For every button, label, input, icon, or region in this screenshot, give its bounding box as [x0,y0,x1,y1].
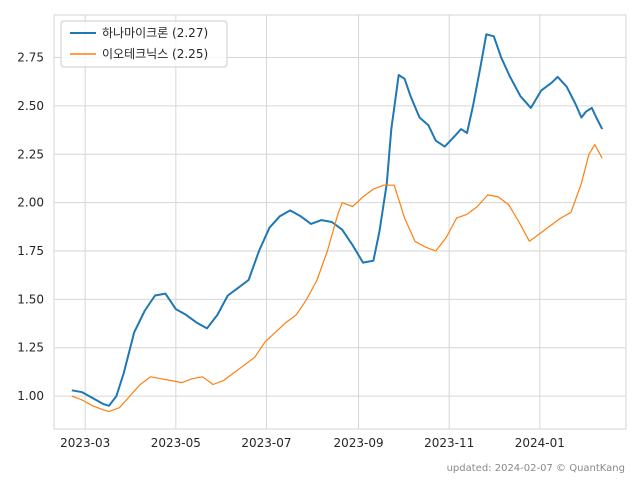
y-axis-ticks: 1.00 1.25 1.50 1.75 2.00 2.25 2.50 2.75 [17,51,44,404]
x-tick-label: 2023-09 [334,436,384,450]
credit-text: updated: 2024-02-07 © QuantKang [447,463,625,474]
y-tick-label: 1.25 [17,341,44,355]
x-tick-label: 2024-01 [515,436,565,450]
plot-area [53,14,627,430]
legend-box [60,20,228,68]
x-tick-label: 2023-03 [60,436,110,450]
x-tick-label: 2023-05 [151,436,201,450]
legend: 하나마이크론 (2.27) 이오테크닉스 (2.25) [60,20,228,68]
series-line-1 [71,33,604,407]
y-tick-label: 2.25 [17,147,44,161]
x-axis-ticks: 2023-03 2023-05 2023-07 2023-09 2023-11 2024-… [60,436,565,450]
y-tick-label: 1.50 [17,292,44,306]
y-tick-label: 2.50 [17,99,44,113]
x-tick-label: 2023-07 [241,436,291,450]
y-tick-label: 2.75 [17,51,44,65]
y-tick-label: 1.00 [17,389,44,403]
series-lines [71,33,604,413]
x-tick-label: 2023-11 [424,436,474,450]
y-tick-label: 1.75 [17,244,44,258]
series-line-2 [71,144,603,413]
grid-lines [54,15,626,429]
legend-label-series-1: 하나마이크론 (2.27) [102,26,208,40]
y-tick-label: 2.00 [17,196,44,210]
legend-label-series-2: 이오테크닉스 (2.25) [102,47,208,61]
